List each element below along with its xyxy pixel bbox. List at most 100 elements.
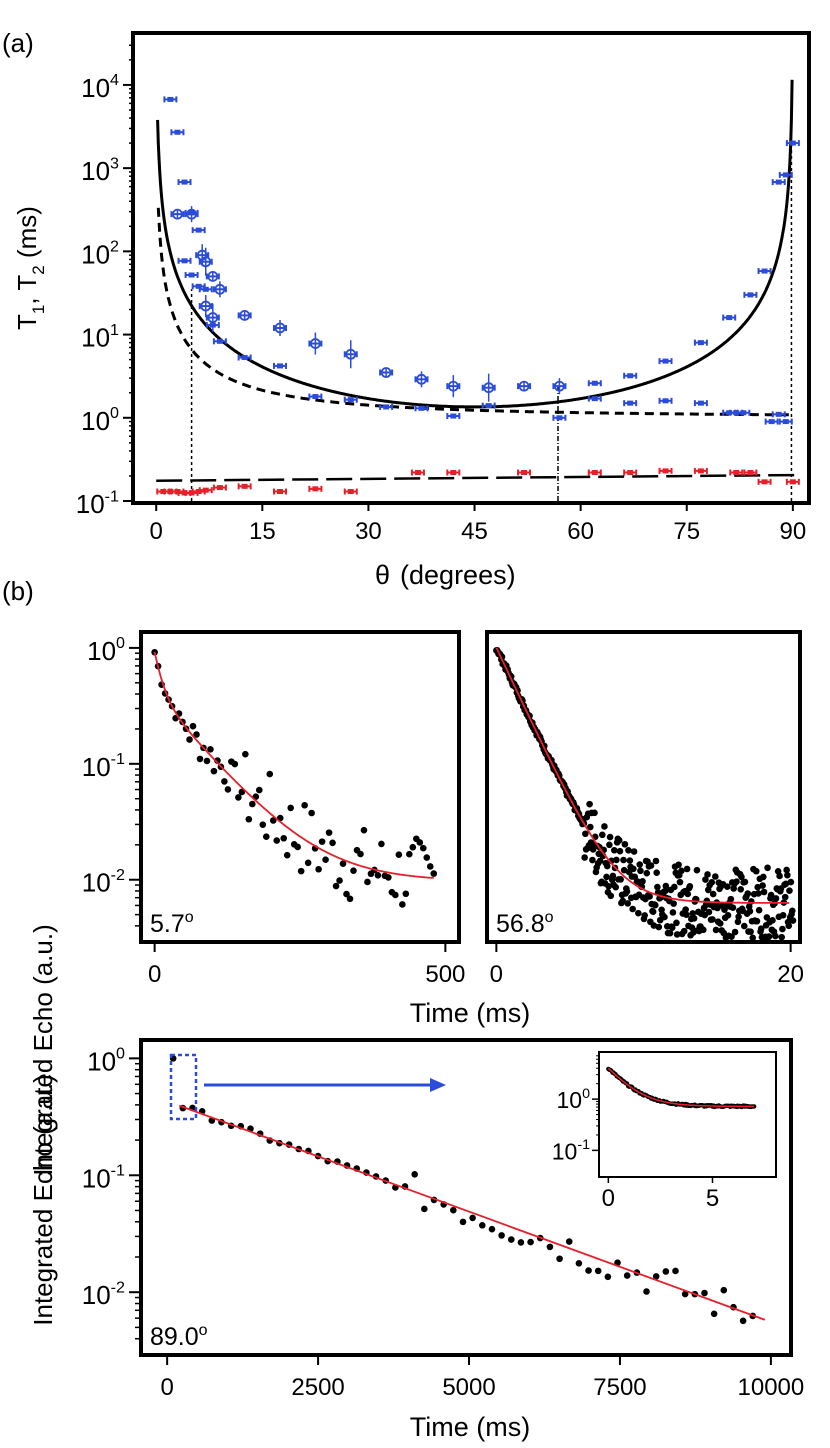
data-point-s0-14 (343, 396, 358, 403)
echo-point (668, 924, 676, 931)
echo-point (788, 907, 796, 915)
echo-point (186, 736, 193, 743)
echo-point (767, 891, 775, 899)
data-point-s1-6 (198, 295, 213, 318)
echo-point (287, 804, 294, 812)
echo-point (714, 904, 721, 912)
marker (768, 419, 775, 425)
echo-point (336, 877, 343, 884)
y-tick-label: 104 (81, 71, 119, 103)
marker (782, 172, 789, 178)
echo-point (378, 840, 385, 848)
echo-point (747, 928, 754, 935)
subplot-56.8-data (493, 646, 797, 942)
echo-point (612, 883, 620, 891)
echo-point (619, 897, 627, 905)
panel-a-y-ticks: 104 103 102 101 100 10-1 (76, 44, 135, 519)
data-point-s2-21 (757, 478, 772, 485)
echo-point (613, 856, 620, 864)
data-point-s1-3 (198, 247, 213, 276)
data-point-s0-15 (379, 403, 394, 410)
x-tick-label: 10000 (738, 1374, 805, 1401)
marker (414, 470, 421, 476)
marker (418, 405, 425, 411)
marker-open (447, 380, 459, 392)
model-curve-solid (156, 79, 794, 409)
echo-point (255, 786, 263, 794)
echo-point (669, 909, 677, 916)
echo-point (686, 882, 694, 890)
echo-point (661, 913, 668, 921)
marker (277, 363, 284, 369)
data-point-s0-32 (785, 140, 800, 147)
marker-open (200, 256, 212, 268)
x-tick-label-0: 0 (150, 518, 163, 545)
marker (697, 468, 704, 474)
echo-point (193, 731, 200, 738)
echo-point (731, 928, 739, 936)
data-point-s0-27 (764, 418, 779, 425)
subplot-89.0-x-ticks: 0 2500 5000 7500 10000 (160, 1355, 804, 1401)
data-point-s0-2 (177, 179, 192, 186)
marker (188, 272, 195, 278)
x-tick-label: 5000 (442, 1374, 495, 1401)
data-point-s2-11 (343, 488, 358, 495)
echo-point (753, 917, 761, 925)
echo-point (615, 837, 623, 844)
echo-point (682, 906, 689, 913)
echo-point (469, 1214, 476, 1222)
echo-point (586, 800, 593, 808)
panel-b-bottom-xlabel: Time (ms) (410, 1412, 530, 1442)
data-point-s1-4 (205, 271, 220, 282)
data-point-s0-11 (237, 354, 252, 361)
echo-point (705, 908, 713, 916)
echo-point (716, 920, 724, 927)
echo-point (430, 870, 438, 877)
marker (277, 489, 284, 495)
echo-point (479, 1222, 486, 1229)
data-point-s0-4 (191, 227, 206, 234)
y-tick-label: 10-2 (82, 866, 125, 898)
echo-point (741, 878, 749, 886)
marker (485, 403, 492, 409)
echo-point (752, 867, 760, 875)
echo-point (623, 1272, 631, 1279)
echo-point (759, 882, 766, 889)
marker-open (214, 283, 226, 295)
panel-a-frame (131, 31, 811, 505)
echo-point (699, 926, 707, 934)
echo-point (643, 1288, 650, 1295)
data-point-s0-34 (743, 291, 758, 298)
data-point-s0-0 (163, 96, 178, 103)
marker (174, 489, 181, 495)
marker (347, 489, 354, 495)
data-point-s1-11 (343, 340, 358, 369)
y-tick-label: 103 (81, 154, 119, 186)
echo-point (203, 757, 211, 765)
marker (733, 470, 740, 476)
subplot-5.7-y-ticks: 100 10-1 10-2 (82, 634, 141, 927)
y-tick-label: 100 (87, 1045, 125, 1077)
marker (627, 400, 634, 406)
echo-point (772, 932, 779, 940)
echo-point (294, 843, 301, 851)
data-point-s1-16 (517, 380, 532, 392)
data-point-s2-15 (587, 469, 602, 476)
marker (202, 487, 209, 493)
marker (726, 315, 733, 321)
echo-point (735, 913, 742, 921)
marker (740, 410, 747, 416)
data-point-s1-15 (481, 373, 496, 402)
subplot-56.8-x-ticks: 0 20 (490, 942, 804, 988)
data-point-s2-17 (658, 467, 673, 474)
echo-point (606, 841, 613, 849)
echo-point (689, 910, 697, 917)
echo-point (245, 815, 253, 823)
echo-point (653, 869, 660, 877)
fit-line (178, 1104, 766, 1321)
echo-point (591, 809, 598, 817)
data-point-s0-28 (771, 411, 786, 418)
inset-x-tick-label: 5 (706, 1185, 719, 1212)
marker-open (200, 300, 212, 312)
x-tick-label-75: 75 (673, 518, 700, 545)
